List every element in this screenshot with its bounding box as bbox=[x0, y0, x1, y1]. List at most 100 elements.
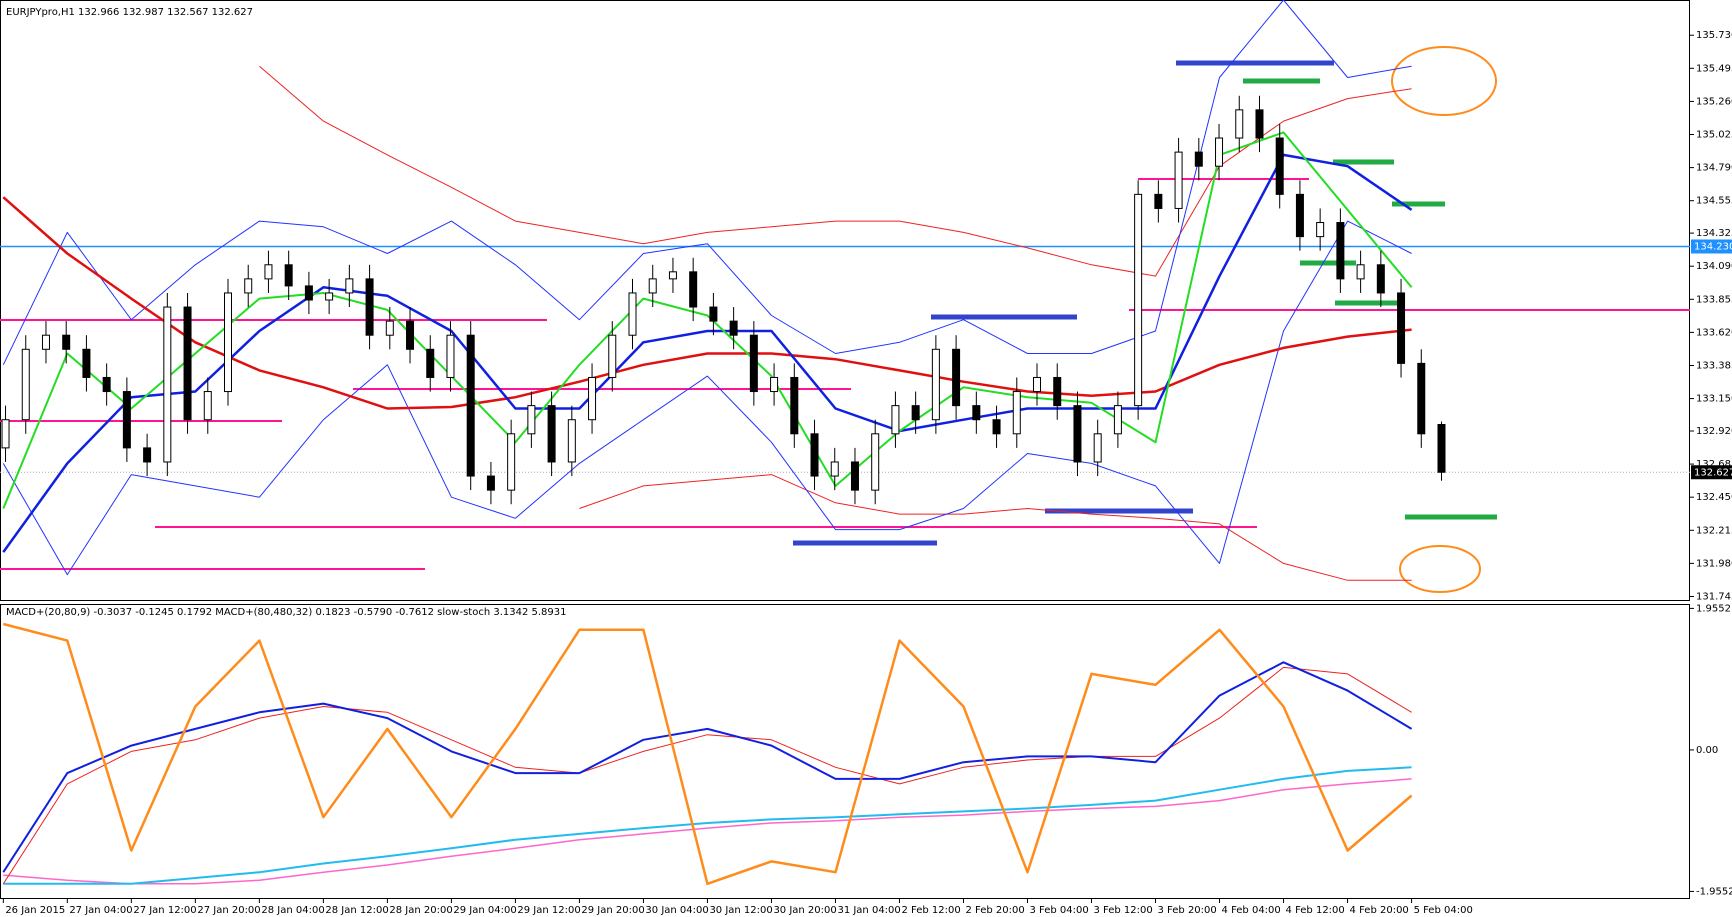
candle-body bbox=[588, 376, 597, 421]
y-tick-label: 133.620 bbox=[1696, 327, 1732, 338]
candle-body bbox=[850, 461, 859, 491]
candle-body bbox=[1073, 405, 1082, 463]
candle-body bbox=[1295, 193, 1304, 238]
candle-body bbox=[223, 292, 232, 393]
candle-body bbox=[770, 376, 779, 393]
candle-body bbox=[547, 405, 556, 463]
x-tick-label: 28 Jan 12:00 bbox=[325, 905, 388, 916]
candle-body bbox=[325, 292, 334, 301]
candle-body bbox=[1194, 151, 1203, 167]
y-tick-label: 135.730 bbox=[1696, 30, 1732, 41]
candle-body bbox=[365, 278, 374, 336]
indicator-line bbox=[2, 666, 1412, 885]
candle-body bbox=[385, 320, 394, 336]
y-tick-label: 134.790 bbox=[1696, 163, 1732, 174]
candle-body bbox=[830, 461, 839, 477]
y-tick-label: 134.325 bbox=[1696, 228, 1732, 239]
candle-body bbox=[1113, 405, 1122, 435]
indicator-title: MACD+(20,80,9) -0.3037 -0.1245 0.1792 MA… bbox=[6, 607, 567, 618]
candle-body bbox=[1316, 222, 1325, 238]
x-tick-label: 29 Jan 04:00 bbox=[453, 905, 516, 916]
candle-body bbox=[911, 405, 920, 421]
candle-body bbox=[749, 334, 758, 393]
candle-body bbox=[689, 271, 698, 308]
x-tick-label: 3 Feb 04:00 bbox=[1029, 905, 1088, 916]
candle-body bbox=[1134, 193, 1143, 407]
candle-body bbox=[446, 334, 455, 378]
candle-body bbox=[729, 320, 738, 336]
y-tick-label: 133.385 bbox=[1696, 360, 1732, 371]
candle-body bbox=[284, 264, 293, 287]
candle-body bbox=[244, 278, 253, 294]
candle-body bbox=[122, 391, 131, 449]
x-tick-label: 30 Jan 20:00 bbox=[773, 905, 836, 916]
y-tick-label: 131.980 bbox=[1696, 558, 1732, 569]
indicator-line bbox=[2, 0, 1412, 366]
y-tick-label: 135.260 bbox=[1696, 96, 1732, 107]
candle-body bbox=[41, 334, 50, 350]
y2-tick-label: -1.9552 bbox=[1696, 886, 1732, 897]
indicator-line bbox=[2, 622, 1413, 886]
indicator-line bbox=[579, 474, 1412, 581]
candle-body bbox=[163, 306, 172, 463]
x-tick-label: 30 Jan 04:00 bbox=[645, 905, 708, 916]
indicator-line bbox=[3, 778, 1412, 885]
y2-tick-label: 0.00 bbox=[1696, 745, 1718, 756]
candle-body bbox=[608, 334, 617, 378]
x-tick-label: 4 Feb 04:00 bbox=[1222, 905, 1281, 916]
candle-body bbox=[1053, 376, 1062, 407]
highlight-circle bbox=[1399, 545, 1481, 593]
x-tick-label: 2 Feb 20:00 bbox=[965, 905, 1024, 916]
y-tick-label: 132.685 bbox=[1696, 459, 1732, 470]
candle-body bbox=[527, 405, 536, 435]
candle-body bbox=[952, 348, 961, 407]
candle-body bbox=[972, 405, 981, 421]
candle-body bbox=[790, 376, 799, 435]
x-tick-label: 27 Jan 04:00 bbox=[69, 905, 132, 916]
candle-body bbox=[871, 433, 880, 491]
x-tick-label: 3 Feb 12:00 bbox=[1094, 905, 1153, 916]
y-tick-label: 134.555 bbox=[1696, 196, 1732, 207]
candle-body bbox=[1154, 193, 1163, 209]
candle-body bbox=[1417, 362, 1426, 435]
candle-body bbox=[709, 306, 718, 322]
candle-body bbox=[1235, 109, 1244, 139]
highlight-circle bbox=[1391, 46, 1497, 116]
x-tick-label: 27 Jan 20:00 bbox=[197, 905, 260, 916]
y-tick-label: 133.150 bbox=[1696, 394, 1732, 405]
candle-body bbox=[1215, 137, 1224, 167]
x-tick-label: 29 Jan 12:00 bbox=[517, 905, 580, 916]
y-tick-label: 132.450 bbox=[1696, 492, 1732, 503]
y-tick-label: 135.495 bbox=[1696, 63, 1732, 74]
candle-body bbox=[1437, 424, 1446, 473]
candle-body bbox=[1275, 137, 1284, 195]
x-tick-label: 2 Feb 12:00 bbox=[901, 905, 960, 916]
indicator-lines bbox=[2, 0, 1413, 886]
x-tick-label: 4 Feb 20:00 bbox=[1350, 905, 1409, 916]
main-pane bbox=[0, 0, 1690, 601]
x-tick-label: 29 Jan 20:00 bbox=[581, 905, 644, 916]
candle-body bbox=[1093, 433, 1102, 463]
x-tick-label: 5 Feb 04:00 bbox=[1414, 905, 1473, 916]
x-tick-label: 28 Jan 04:00 bbox=[261, 905, 324, 916]
chart-title: EURJPYpro,H1 132.966 132.987 132.567 132… bbox=[6, 7, 253, 18]
y-tick-label: 132.215 bbox=[1696, 525, 1732, 536]
candle-body bbox=[1, 419, 10, 449]
candle-body bbox=[264, 264, 273, 280]
candle-body bbox=[21, 348, 30, 421]
candle-body bbox=[406, 320, 415, 350]
current-price-label: 132.627 bbox=[1694, 467, 1732, 478]
y2-tick-label: 1.9552 bbox=[1696, 603, 1731, 614]
candle-body bbox=[1255, 109, 1264, 139]
candle-body bbox=[345, 278, 354, 294]
x-tick-label: 31 Jan 04:00 bbox=[837, 905, 900, 916]
candle-body bbox=[567, 419, 576, 463]
y-tick-label: 132.920 bbox=[1696, 426, 1732, 437]
indicator-pane bbox=[0, 604, 1690, 899]
y-tick-label: 135.025 bbox=[1696, 130, 1732, 141]
candle-body bbox=[426, 348, 435, 378]
candle-body bbox=[62, 334, 71, 350]
indicator-line bbox=[2, 131, 1413, 509]
